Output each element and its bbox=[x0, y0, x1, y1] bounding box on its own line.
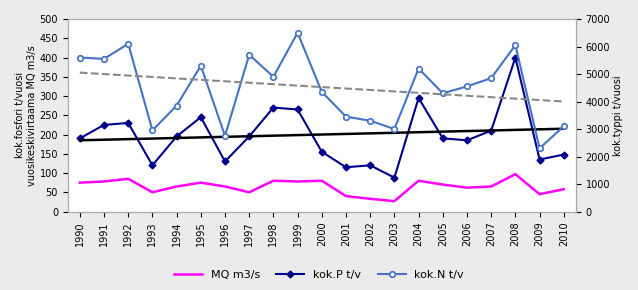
Legend: MQ m3/s, kok.P t/v, kok.N t/v: MQ m3/s, kok.P t/v, kok.N t/v bbox=[170, 266, 468, 284]
Y-axis label: kok.fosfori t/vuosi
vuosikeskivirtaama MQ m3/s: kok.fosfori t/vuosi vuosikeskivirtaama M… bbox=[15, 45, 36, 186]
Y-axis label: kok.typpi t/vuosi: kok.typpi t/vuosi bbox=[613, 75, 623, 155]
